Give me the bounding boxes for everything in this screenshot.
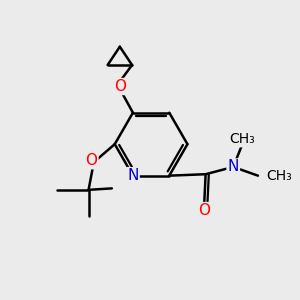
Text: N: N xyxy=(228,159,239,174)
Text: O: O xyxy=(198,203,210,218)
Text: CH₃: CH₃ xyxy=(267,169,292,183)
Text: N: N xyxy=(127,168,139,183)
Text: O: O xyxy=(114,79,126,94)
Text: CH₃: CH₃ xyxy=(229,132,255,146)
Text: O: O xyxy=(85,153,98,168)
